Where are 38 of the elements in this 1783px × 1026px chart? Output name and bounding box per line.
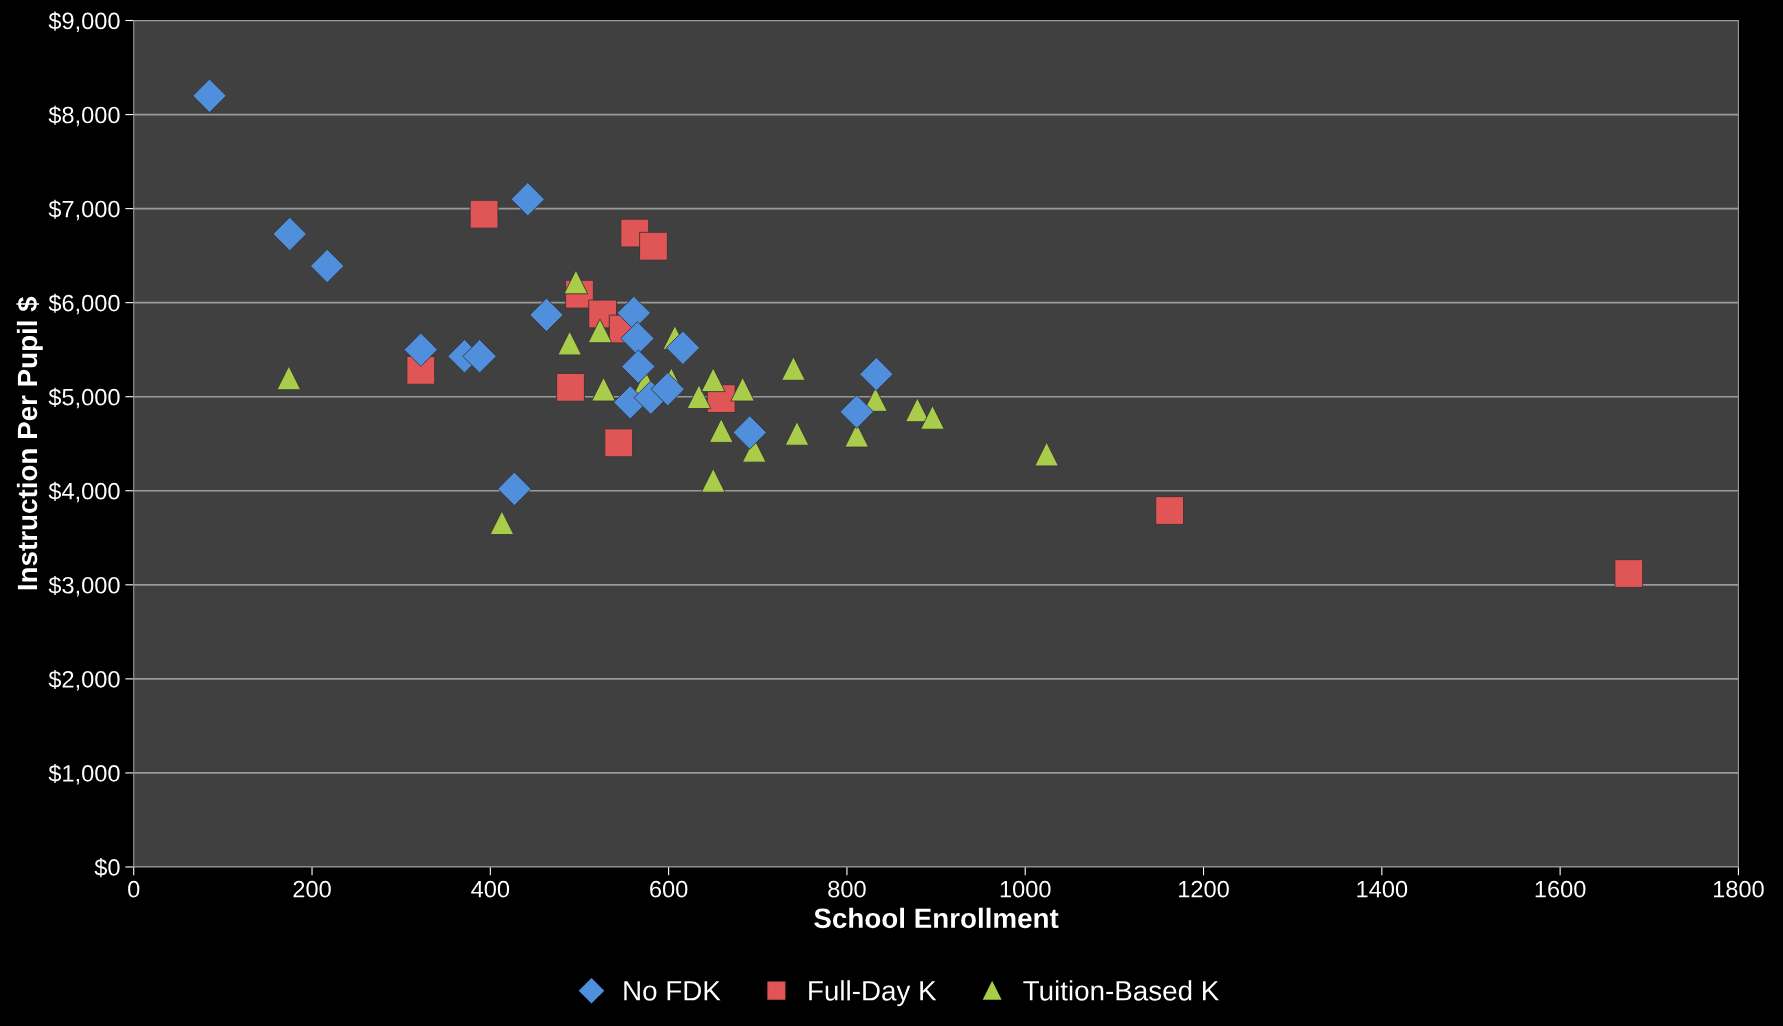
- y-axis-title: Instruction Per Pupil $: [16, 296, 43, 590]
- y-tick-label: $5,000: [48, 387, 120, 409]
- point: [556, 373, 585, 402]
- y-tick-label: $4,000: [48, 481, 120, 503]
- x-tick-label: 1200: [1179, 880, 1229, 898]
- x-tick-label: 1600: [1535, 880, 1586, 898]
- point: [1614, 559, 1644, 588]
- x-axis-title: School Enrollment: [814, 907, 1059, 929]
- x-tick-label: 1800: [1713, 880, 1764, 898]
- y-tick-label: $9,000: [48, 11, 120, 33]
- legend-label: Full-Day K: [809, 980, 937, 1007]
- x-tick-label: 0: [128, 880, 140, 898]
- x-tick-label: 1000: [1000, 880, 1051, 898]
- x-tick-label: 600: [650, 880, 688, 898]
- point: [272, 216, 307, 252]
- x-tick-label: 200: [293, 880, 331, 898]
- x-tick-label: 1400: [1357, 880, 1408, 898]
- x-tick-label: 400: [471, 880, 510, 898]
- legend-label: Tuition-Based K: [1023, 980, 1219, 1001]
- y-tick-label: $2,000: [48, 669, 120, 691]
- point: [591, 376, 616, 402]
- point: [403, 332, 438, 367]
- point: [700, 367, 726, 393]
- y-tick-label: $8,000: [48, 105, 120, 127]
- y-tick-label: $7,000: [48, 199, 120, 221]
- point: [621, 349, 656, 384]
- legend-label: No FDK: [624, 981, 721, 1001]
- point: [859, 357, 894, 392]
- y-tick-label: $1,000: [48, 764, 120, 785]
- y-tick-label: $6,000: [48, 293, 120, 315]
- point: [604, 428, 634, 458]
- point: [192, 78, 227, 113]
- y-tick-label: $3,000: [48, 575, 120, 597]
- point: [563, 269, 589, 295]
- point: [639, 231, 668, 261]
- y-tick-label: $0: [94, 858, 120, 878]
- x-tick-label: 800: [828, 880, 866, 898]
- point: [732, 415, 767, 450]
